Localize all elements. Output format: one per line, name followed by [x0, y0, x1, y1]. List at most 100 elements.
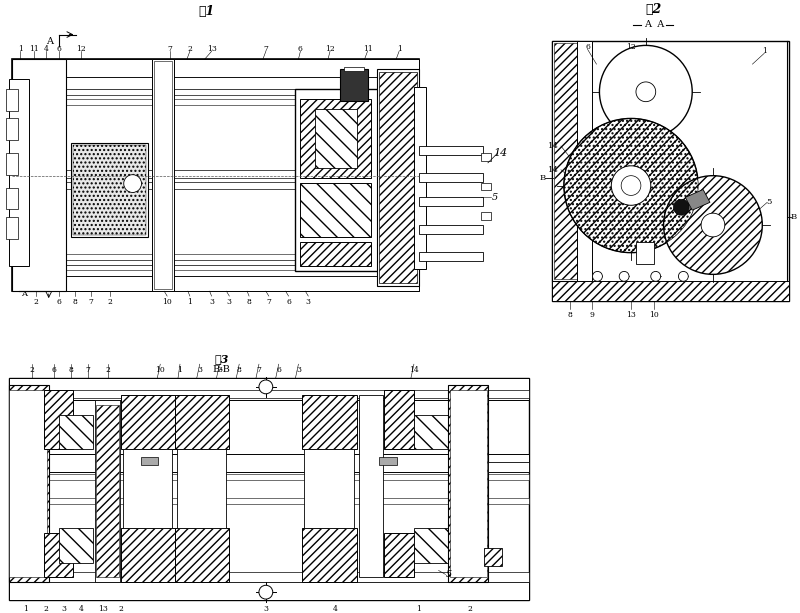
- Text: 12: 12: [325, 45, 335, 53]
- Circle shape: [678, 272, 688, 281]
- Text: 3: 3: [306, 298, 310, 306]
- Bar: [12, 276, 419, 291]
- Text: 13: 13: [98, 605, 108, 613]
- Text: 图3: 图3: [214, 352, 229, 364]
- Bar: [419, 173, 483, 181]
- Text: 3: 3: [263, 605, 268, 613]
- Text: 7: 7: [168, 45, 173, 53]
- Bar: [154, 61, 172, 289]
- Bar: [419, 225, 483, 234]
- Bar: [295, 89, 379, 272]
- Text: 8: 8: [246, 298, 251, 306]
- Text: 7: 7: [263, 45, 268, 53]
- Bar: [488, 462, 530, 472]
- Text: 8: 8: [69, 366, 74, 374]
- Bar: [414, 414, 449, 449]
- Circle shape: [259, 380, 273, 394]
- Bar: [12, 264, 419, 276]
- Circle shape: [611, 166, 650, 205]
- Text: 2: 2: [107, 298, 112, 306]
- Bar: [95, 400, 120, 582]
- Bar: [10, 385, 49, 582]
- Bar: [6, 188, 18, 209]
- Text: A: A: [21, 290, 27, 298]
- Bar: [10, 573, 530, 582]
- Text: 4: 4: [333, 605, 338, 613]
- Circle shape: [599, 45, 692, 138]
- Bar: [12, 181, 419, 189]
- Text: B-B: B-B: [213, 365, 230, 373]
- Text: 2: 2: [30, 366, 34, 374]
- Text: 13: 13: [626, 311, 636, 319]
- Circle shape: [564, 118, 698, 253]
- Text: 3: 3: [209, 298, 214, 306]
- Bar: [44, 533, 74, 577]
- Text: 3: 3: [198, 366, 202, 374]
- Text: 2: 2: [468, 605, 473, 613]
- Bar: [10, 79, 29, 267]
- Text: 6: 6: [56, 298, 61, 306]
- Text: 11: 11: [362, 45, 372, 53]
- Bar: [552, 42, 789, 301]
- Text: 图1: 图1: [198, 6, 214, 18]
- Bar: [6, 217, 18, 239]
- Text: 7: 7: [266, 298, 271, 306]
- Text: 10: 10: [162, 298, 172, 306]
- Bar: [10, 454, 530, 472]
- Text: 5: 5: [446, 570, 451, 579]
- Bar: [414, 528, 449, 563]
- Text: 12: 12: [77, 45, 86, 53]
- Bar: [74, 145, 146, 235]
- Bar: [71, 143, 149, 237]
- Text: 6: 6: [51, 366, 56, 374]
- Text: 6: 6: [56, 45, 61, 53]
- Bar: [34, 259, 379, 265]
- Text: A  A: A A: [644, 20, 664, 29]
- Bar: [141, 457, 158, 465]
- Text: 1: 1: [762, 47, 766, 55]
- Text: 6: 6: [585, 44, 590, 51]
- Bar: [6, 153, 18, 175]
- Text: 1: 1: [23, 605, 29, 613]
- Bar: [10, 390, 530, 398]
- Bar: [34, 264, 379, 270]
- Text: 2: 2: [43, 605, 48, 613]
- Bar: [577, 42, 591, 281]
- Text: 4: 4: [43, 45, 48, 53]
- Bar: [121, 395, 175, 449]
- Bar: [12, 77, 419, 89]
- Bar: [481, 183, 491, 191]
- Text: 11: 11: [29, 45, 38, 53]
- Text: 13: 13: [206, 45, 217, 53]
- Circle shape: [621, 176, 641, 196]
- Circle shape: [124, 175, 142, 192]
- Circle shape: [650, 272, 661, 281]
- Text: 10: 10: [155, 366, 165, 374]
- Bar: [34, 89, 379, 95]
- Text: 图2: 图2: [646, 3, 662, 17]
- Bar: [481, 212, 491, 220]
- Text: 1: 1: [416, 605, 422, 613]
- Bar: [175, 395, 230, 449]
- Text: B: B: [539, 173, 545, 181]
- Text: 7: 7: [86, 366, 90, 374]
- Bar: [384, 390, 414, 449]
- Bar: [12, 59, 66, 291]
- Text: 2: 2: [34, 298, 38, 306]
- Text: 6: 6: [286, 298, 291, 306]
- Bar: [315, 109, 357, 168]
- Bar: [58, 414, 93, 449]
- Text: 1: 1: [18, 45, 22, 53]
- Text: 3: 3: [61, 605, 66, 613]
- Text: 9: 9: [589, 311, 594, 319]
- Text: 1: 1: [178, 366, 182, 374]
- Bar: [379, 72, 417, 283]
- Circle shape: [593, 272, 602, 281]
- Text: 2: 2: [187, 45, 192, 53]
- Text: 3: 3: [296, 366, 301, 374]
- Bar: [484, 548, 502, 566]
- Bar: [552, 42, 578, 281]
- Bar: [419, 252, 483, 261]
- Text: A: A: [46, 37, 53, 46]
- Text: 3: 3: [217, 366, 222, 374]
